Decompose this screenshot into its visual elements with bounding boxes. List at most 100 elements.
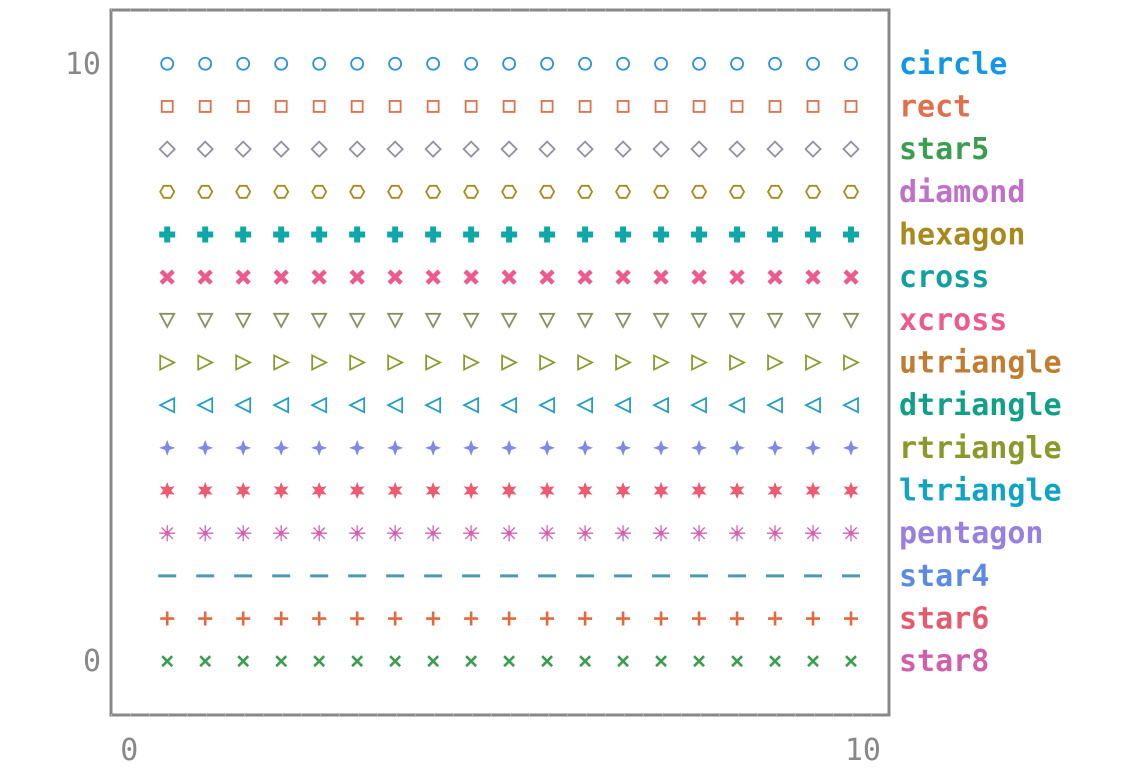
rect-marker — [540, 100, 554, 113]
data-point — [729, 226, 746, 243]
data-point — [655, 655, 667, 668]
x-marker — [465, 655, 478, 668]
rect-marker — [388, 100, 402, 113]
xcross-marker — [425, 269, 441, 285]
star6-marker — [425, 482, 441, 500]
data-point — [349, 226, 366, 243]
data-point — [425, 439, 442, 456]
data-point — [159, 226, 176, 243]
data-point — [273, 439, 290, 456]
x-marker — [503, 655, 516, 668]
legend-label-utriangle: utriangle — [899, 346, 1062, 381]
data-point — [806, 100, 820, 113]
plot-border — [109, 8, 891, 717]
data-point — [425, 482, 441, 500]
rect-marker — [768, 100, 782, 113]
data-point — [462, 312, 480, 329]
legend-label-dtriangle: dtriangle — [899, 388, 1062, 423]
xcross-marker — [349, 269, 365, 285]
data-point — [348, 396, 366, 414]
series-diamond — [159, 184, 860, 199]
diamond-marker — [804, 140, 822, 158]
star8-center — [354, 530, 360, 536]
legend-label-star6: star6 — [899, 602, 989, 637]
data-point — [274, 100, 288, 113]
plus-marker — [502, 611, 517, 626]
legend-label-hexagon: hexagon — [899, 217, 1025, 252]
hexagon-marker — [842, 184, 860, 199]
cross-marker — [273, 226, 290, 243]
plot-frame — [109, 8, 891, 717]
star6-marker — [539, 482, 555, 500]
rtriangle-marker — [463, 354, 481, 371]
data-point — [728, 396, 745, 414]
star4-marker — [843, 439, 860, 456]
series-cross — [159, 269, 859, 285]
data-point — [501, 269, 517, 285]
star4-marker — [767, 439, 784, 456]
x-tick-labels: 0 10 — [120, 733, 881, 768]
cross-marker — [843, 226, 860, 243]
data-point — [577, 226, 594, 243]
data-point — [729, 439, 746, 456]
plus-marker — [654, 611, 669, 626]
star6-marker — [767, 482, 783, 500]
cross-marker — [805, 226, 822, 243]
cross-marker — [767, 226, 784, 243]
data-point — [349, 184, 366, 199]
data-point — [767, 226, 784, 243]
circle-marker — [768, 56, 782, 71]
ltriangle-marker — [804, 396, 821, 414]
ltriangle-marker — [841, 396, 859, 414]
legend-label-cross: cross — [899, 260, 989, 295]
data-point — [426, 100, 440, 113]
data-point — [539, 482, 555, 500]
data-point — [616, 56, 630, 71]
series-circle — [160, 56, 858, 71]
star4-marker — [615, 439, 632, 456]
hexagon-marker — [159, 184, 176, 199]
data-point — [731, 655, 743, 668]
xcross-marker — [387, 269, 403, 285]
cross-marker — [159, 226, 176, 243]
data-point — [424, 140, 442, 158]
circle-marker — [540, 56, 555, 71]
data-point — [234, 140, 252, 158]
xcross-marker — [615, 269, 631, 285]
data-point — [501, 184, 518, 199]
data-point — [425, 354, 443, 371]
dtriangle-marker — [766, 312, 784, 329]
ltriangle-marker — [576, 396, 593, 414]
circle-marker — [692, 56, 706, 71]
rtriangle-marker — [615, 354, 633, 371]
rtriangle-marker — [501, 354, 519, 371]
data-point — [766, 184, 784, 199]
data-point — [501, 439, 518, 456]
data-point — [199, 655, 212, 668]
data-point — [691, 439, 708, 456]
ltriangle-marker — [766, 396, 783, 414]
data-point — [845, 655, 857, 668]
rect-marker — [274, 100, 288, 113]
diamond-marker — [158, 140, 176, 158]
hexagon-marker — [197, 184, 214, 199]
dtriangle-marker — [614, 312, 632, 329]
star6-marker — [691, 482, 707, 500]
data-point — [388, 56, 403, 71]
cross-marker — [501, 226, 518, 243]
data-point — [197, 482, 213, 500]
data-point — [274, 56, 289, 71]
diamond-marker — [766, 140, 784, 158]
rect-marker — [806, 100, 820, 113]
hexagon-marker — [615, 184, 632, 199]
plus-marker — [312, 611, 327, 626]
data-point — [273, 184, 290, 199]
data-point — [197, 354, 215, 371]
data-point — [502, 100, 516, 113]
star8-center — [658, 530, 664, 536]
data-point — [844, 611, 859, 626]
star6-marker — [729, 482, 745, 500]
star4-marker — [805, 439, 822, 456]
data-point — [653, 269, 669, 285]
data-point — [805, 269, 821, 285]
